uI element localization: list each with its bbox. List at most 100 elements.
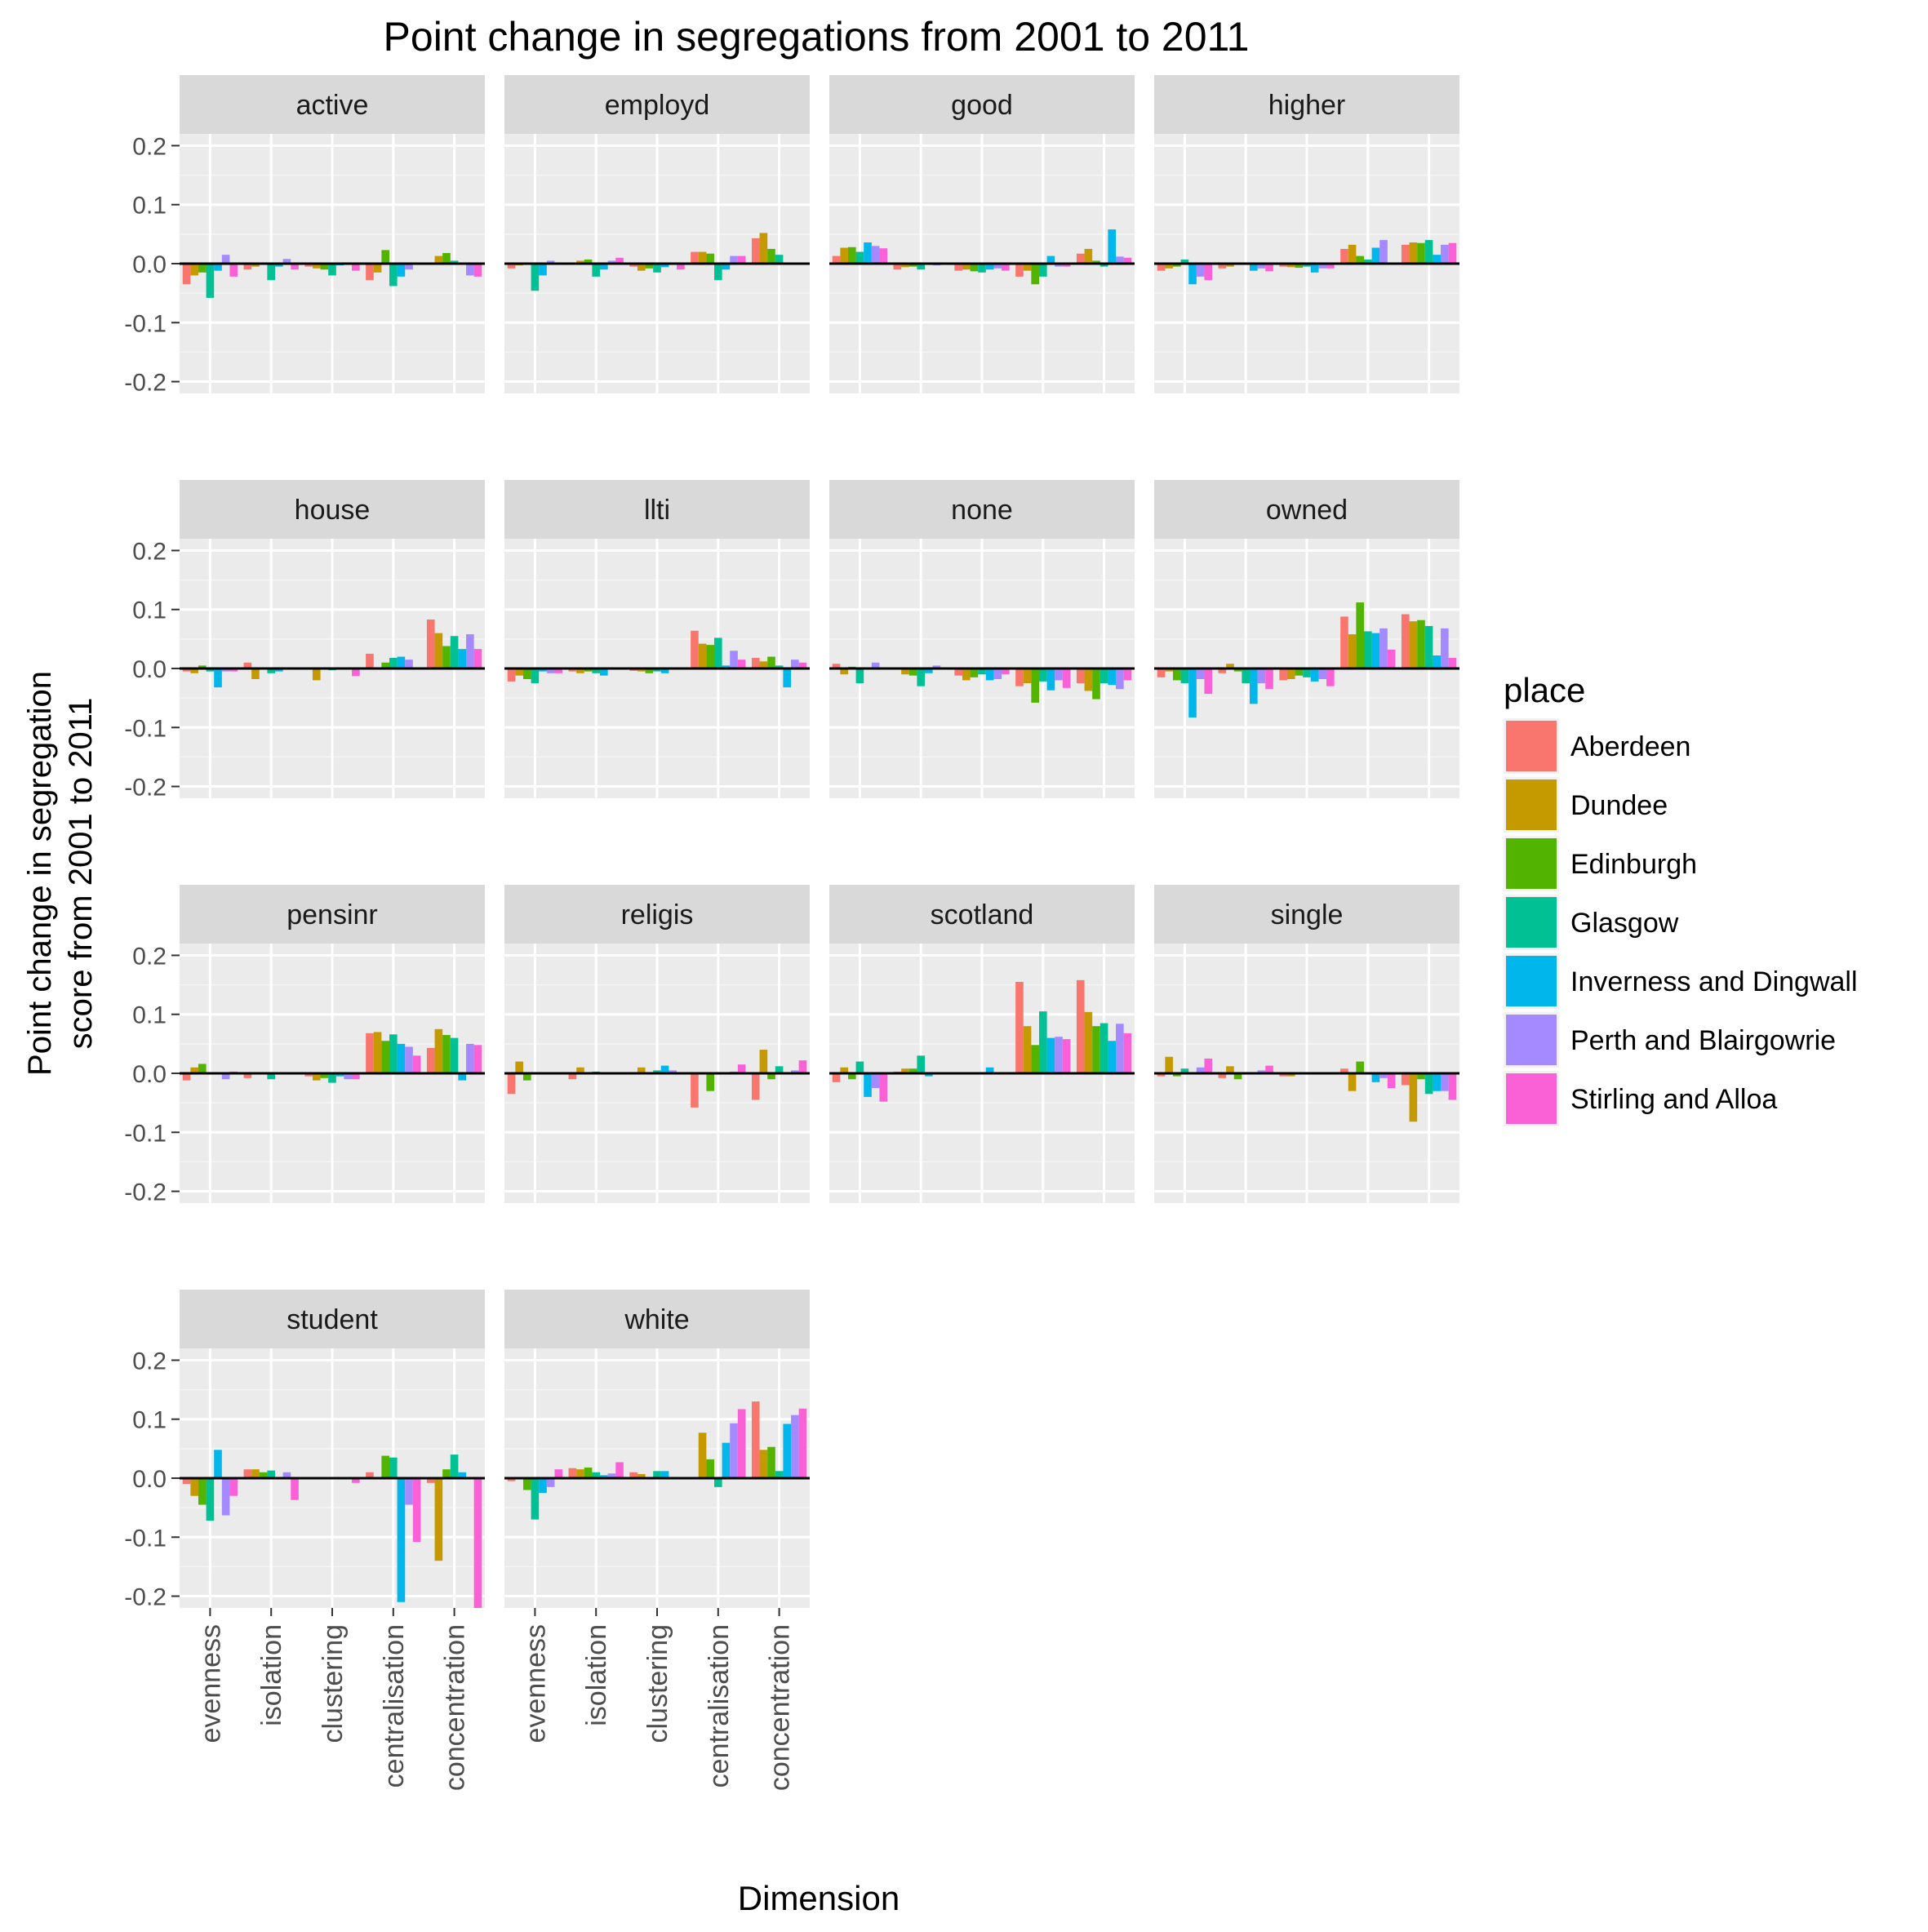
bar-concentration-dundee	[434, 1478, 443, 1561]
bar-evenness-inverness-and-dingwall	[539, 668, 547, 672]
bar-centralisation-edinburgh	[1356, 1061, 1364, 1073]
bar-concentration-aberdeen	[426, 1478, 435, 1483]
facet-label: llti	[644, 495, 670, 526]
facet-strip	[504, 480, 810, 539]
bar-clustering-dundee	[1286, 264, 1295, 268]
bar-centralisation-edinburgh	[1356, 602, 1364, 668]
x-tick-label: evenness	[195, 1624, 226, 1743]
chart-title: Point change in segregations from 2001 t…	[384, 14, 1250, 60]
bar-evenness-dundee	[515, 668, 523, 676]
bar-clustering-glasgow	[978, 668, 986, 675]
bar-clustering-dundee	[1286, 668, 1295, 680]
bar-isolation-inverness-and-dingwall	[600, 1475, 608, 1478]
facet-employd: employd	[504, 75, 810, 393]
legend-swatch-glasgow	[1506, 897, 1557, 948]
bar-centralisation-aberdeen	[366, 653, 374, 668]
bar-centralisation-dundee	[698, 643, 707, 668]
bar-isolation-aberdeen	[243, 264, 252, 270]
bar-centralisation-aberdeen	[1340, 248, 1348, 264]
bar-centralisation-inverness-and-dingwall	[722, 1442, 731, 1478]
bar-concentration-inverness-and-dingwall	[458, 1073, 467, 1081]
bar-clustering-aberdeen	[1279, 668, 1287, 681]
bar-concentration-dundee	[434, 633, 443, 668]
y-tick-label: -0.2	[124, 370, 167, 397]
bar-isolation-glasgow	[267, 1073, 276, 1080]
bar-concentration-dundee	[759, 661, 768, 668]
bar-centralisation-perth-and-blairgowrie	[405, 1478, 413, 1505]
bar-clustering-aberdeen	[954, 668, 962, 676]
bar-isolation-aberdeen	[1218, 1073, 1227, 1078]
bar-evenness-aberdeen	[182, 264, 191, 285]
bar-centralisation-aberdeen	[366, 1033, 374, 1073]
bar-evenness-dundee	[515, 1061, 523, 1073]
bar-centralisation-dundee	[1348, 244, 1357, 264]
bar-clustering-dundee	[312, 1073, 321, 1081]
bar-evenness-stirling-and-alloa	[1204, 668, 1213, 695]
facet-llti: llti	[504, 480, 810, 798]
bar-concentration-stirling-and-alloa	[473, 1478, 482, 1608]
bar-evenness-aberdeen	[1157, 264, 1166, 271]
bar-evenness-edinburgh	[522, 1478, 531, 1490]
bar-isolation-aberdeen	[568, 1073, 577, 1080]
bar-clustering-perth-and-blairgowrie	[993, 668, 1002, 680]
bar-isolation-stirling-and-alloa	[1265, 668, 1273, 690]
bar-centralisation-stirling-and-alloa	[737, 1064, 746, 1073]
bar-clustering-dundee	[637, 264, 646, 271]
bar-concentration-perth-and-blairgowrie	[466, 1043, 474, 1073]
bar-isolation-glasgow	[592, 264, 601, 277]
facet-strip	[504, 885, 810, 944]
bar-centralisation-inverness-and-dingwall	[1371, 1073, 1380, 1082]
bar-concentration-stirling-and-alloa	[1448, 1073, 1457, 1100]
bar-clustering-perth-and-blairgowrie	[1318, 668, 1327, 680]
facet-label: white	[624, 1304, 689, 1335]
legend-label: Glasgow	[1570, 908, 1679, 939]
bar-evenness-aberdeen	[507, 668, 516, 682]
x-axis-title: Dimension	[738, 1879, 900, 1917]
bar-centralisation-dundee	[698, 1432, 707, 1478]
bar-concentration-glasgow	[450, 1037, 459, 1073]
bar-isolation-perth-and-blairgowrie	[932, 665, 941, 668]
bar-evenness-edinburgh	[1172, 1073, 1181, 1077]
facet-religis: religis	[504, 885, 810, 1203]
bar-evenness-aberdeen	[507, 264, 516, 269]
bar-evenness-stirling-and-alloa	[879, 1073, 888, 1102]
facet-strip	[1154, 885, 1459, 944]
bar-clustering-edinburgh	[645, 668, 654, 673]
bar-centralisation-glasgow	[1363, 631, 1372, 668]
bar-evenness-dundee	[190, 1478, 198, 1496]
bar-clustering-edinburgh	[320, 264, 329, 270]
x-tick-label: concentration	[440, 1624, 471, 1791]
bar-evenness-edinburgh	[198, 264, 207, 273]
y-tick-label: 0.2	[132, 133, 167, 160]
bar-concentration-dundee	[434, 1028, 443, 1073]
bar-centralisation-stirling-and-alloa	[737, 660, 746, 668]
bar-evenness-perth-and-blairgowrie	[221, 255, 230, 264]
bar-centralisation-aberdeen	[366, 1472, 374, 1478]
bar-centralisation-perth-and-blairgowrie	[730, 255, 738, 264]
bar-clustering-edinburgh	[645, 264, 654, 269]
bar-centralisation-edinburgh	[706, 1459, 714, 1478]
bar-concentration-inverness-and-dingwall	[783, 668, 792, 688]
bar-evenness-glasgow	[206, 264, 215, 298]
bar-isolation-glasgow	[917, 668, 926, 686]
y-tick-label: 0.2	[132, 1348, 167, 1375]
x-tick-label: evenness	[520, 1624, 551, 1743]
bar-isolation-edinburgh	[908, 668, 917, 676]
bar-evenness-dundee	[190, 264, 198, 276]
bar-concentration-dundee	[759, 1450, 768, 1478]
bar-evenness-glasgow	[1180, 259, 1189, 264]
bar-concentration-perth-and-blairgowrie	[466, 264, 474, 276]
bar-centralisation-stirling-and-alloa	[1062, 1039, 1071, 1073]
bar-centralisation-edinburgh	[1031, 1045, 1039, 1073]
legend-label: Perth and Blairgowrie	[1570, 1025, 1836, 1056]
facet-white: white evenness isolation clustering centrali…	[504, 1290, 810, 1791]
bar-clustering-stirling-and-alloa	[1002, 668, 1010, 675]
bar-concentration-stirling-and-alloa	[1123, 1033, 1132, 1073]
bar-evenness-edinburgh	[522, 1073, 531, 1081]
bar-clustering-inverness-and-dingwall	[985, 264, 994, 270]
bar-evenness-edinburgh	[198, 1478, 207, 1505]
bar-evenness-stirling-and-alloa	[229, 1478, 238, 1496]
bar-evenness-glasgow	[1180, 668, 1189, 684]
bar-clustering-stirling-and-alloa	[1326, 668, 1335, 686]
bar-isolation-inverness-and-dingwall	[1250, 264, 1258, 271]
